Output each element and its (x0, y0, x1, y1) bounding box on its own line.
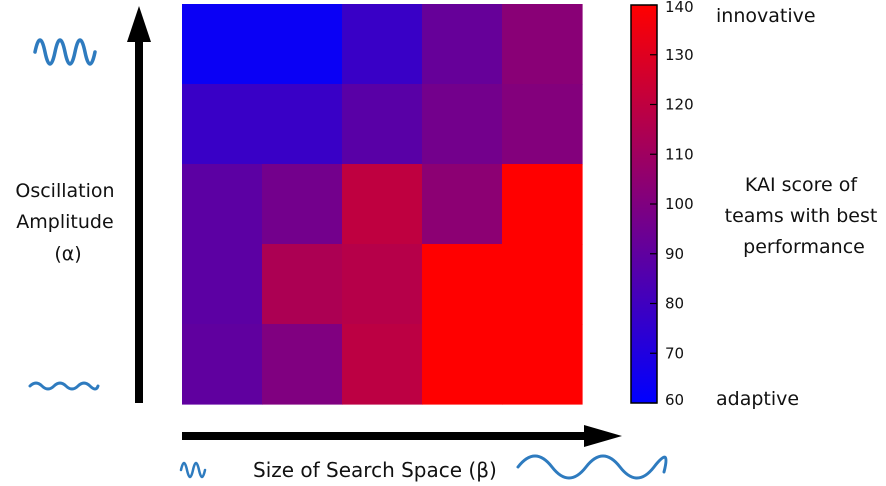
y-axis-label: Oscillation Amplitude (α) (15, 180, 120, 265)
heatmap-cell-r0-c2 (342, 4, 423, 85)
colorbar-title-line-3: performance (743, 236, 865, 258)
heatmap-cell-r4-c1 (262, 324, 343, 405)
colorbar-low-label: adaptive (716, 388, 799, 410)
heatmap-cell-r2-c3 (422, 164, 503, 245)
heatmap-cell-r3-c4 (502, 244, 583, 325)
heatmap-cell-r2-c2 (342, 164, 423, 245)
colorbar: 60 70 80 90 100 110 120 130 140 (630, 0, 694, 409)
heatmap-cell-r4-c2 (342, 324, 423, 405)
colorbar-title: KAI score of teams with best performance (725, 174, 884, 258)
large-search-space-wave-icon (516, 454, 668, 480)
colorbar-tick-label-80: 80 (665, 295, 684, 313)
colorbar-tick-label-130: 130 (665, 46, 694, 64)
y-axis-arrow (127, 6, 151, 403)
heatmap-grid (182, 4, 583, 405)
heatmap-cell-r0-c1 (262, 4, 343, 85)
heatmap-cell-r2-c0 (182, 164, 263, 245)
colorbar-ticks: 60 70 80 90 100 110 120 130 140 (650, 0, 694, 409)
heatmap-cell-r4-c0 (182, 324, 263, 405)
x-axis-arrow (182, 425, 622, 447)
heatmap-cell-r3-c2 (342, 244, 423, 325)
y-axis-label-line-3: (α) (54, 243, 81, 265)
heatmap-cell-r0-c3 (422, 4, 503, 85)
high-amplitude-wave-icon (33, 38, 97, 66)
colorbar-tick-label-110: 110 (665, 145, 694, 163)
heatmap-cell-r1-c4 (502, 84, 583, 165)
colorbar-tick-label-140: 140 (665, 0, 694, 16)
y-axis-label-line-1: Oscillation (15, 180, 114, 202)
heatmap-cell-r0-c0 (182, 4, 263, 85)
heatmap-cell-r2-c4 (502, 164, 583, 245)
heatmap-cell-r3-c1 (262, 244, 343, 325)
heatmap-cell-r1-c2 (342, 84, 423, 165)
small-search-space-wave-icon (179, 461, 207, 479)
heatmap-cell-r1-c0 (182, 84, 263, 165)
colorbar-tick-label-120: 120 (665, 96, 694, 114)
heatmap-cell-r1-c1 (262, 84, 343, 165)
colorbar-tick-label-60: 60 (665, 391, 684, 409)
heatmap-cell-r2-c1 (262, 164, 343, 245)
colorbar-tick-label-90: 90 (665, 245, 684, 263)
colorbar-title-line-1: KAI score of (745, 174, 858, 196)
x-axis-label: Size of Search Space (β) (253, 458, 497, 482)
colorbar-title-line-2: teams with best (725, 205, 878, 227)
heatmap-cell-r4-c3 (422, 324, 503, 405)
heatmap-cell-r1-c3 (422, 84, 503, 165)
heatmap-cell-r4-c4 (502, 324, 583, 405)
heatmap-cell-r0-c4 (502, 4, 583, 85)
y-axis-label-line-2: Amplitude (16, 211, 113, 233)
colorbar-tick-label-70: 70 (665, 344, 684, 362)
heatmap-cell-r3-c3 (422, 244, 503, 325)
colorbar-tick-label-100: 100 (665, 195, 694, 213)
heatmap-cell-r3-c0 (182, 244, 263, 325)
low-amplitude-wave-icon (28, 381, 100, 391)
colorbar-high-label: innovative (716, 5, 816, 27)
